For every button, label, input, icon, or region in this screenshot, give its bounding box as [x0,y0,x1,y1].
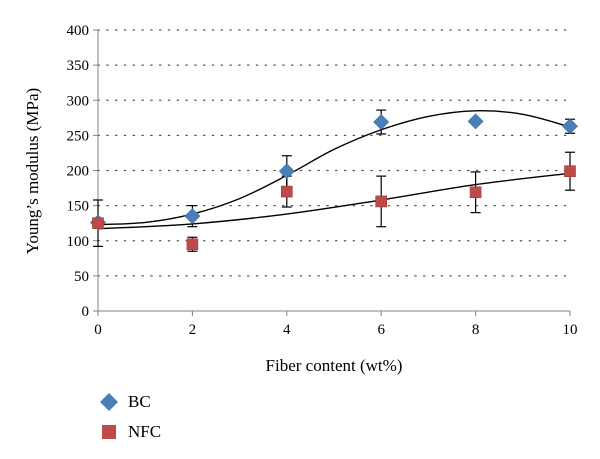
y-tick-label: 400 [67,23,90,39]
y-tick-label: 250 [67,128,90,144]
data-point-nfc [186,238,199,251]
trendlines [97,110,571,230]
x-tick-labels: 0 2 4 6 8 10 [94,322,577,338]
legend-item-nfc: NFC [98,418,161,445]
y-tick-label: 50 [74,269,89,285]
data-point-bc [467,113,484,130]
data-point-bc [278,163,295,180]
x-tick-label: 4 [283,322,291,338]
x-tick-label: 8 [472,322,480,338]
diamond-icon [98,391,120,413]
x-tick-label: 0 [94,322,102,338]
data-point-nfc [375,195,388,208]
y-tick-label: 300 [67,93,90,109]
data-point-bc [562,118,578,135]
y-tick-label: 350 [67,58,90,74]
legend-label-nfc: NFC [128,421,162,441]
y-tick-label: 0 [82,304,90,320]
x-tick-label: 2 [189,322,197,338]
y-tick-label: 150 [67,199,90,215]
data-point-bc [184,208,201,225]
axes [93,29,571,316]
legend-item-bc: BC [98,388,161,415]
y-tick-label: 200 [67,164,90,180]
legend-label-bc: BC [128,391,151,411]
x-tick-label: 6 [377,322,385,338]
grid-lines [97,29,571,277]
trendline-bc [97,110,571,226]
y-tick-label: 100 [67,234,90,250]
legend: BC NFC [98,388,161,448]
square-icon [98,421,120,443]
x-tick-label: 10 [563,322,578,338]
y-tick-labels: 0 50 100 150 200 250 300 350 400 [67,23,90,320]
trendline-nfc [97,172,571,230]
data-point-nfc [564,165,576,178]
x-axis-title: Fiber content (wt%) [266,356,403,375]
y-axis-title: Young’s modulus (MPa) [23,88,42,254]
data-point-nfc [280,185,293,198]
data-markers [90,113,578,251]
data-point-bc [373,114,390,130]
data-point-nfc [92,217,104,229]
data-point-nfc [469,186,482,199]
